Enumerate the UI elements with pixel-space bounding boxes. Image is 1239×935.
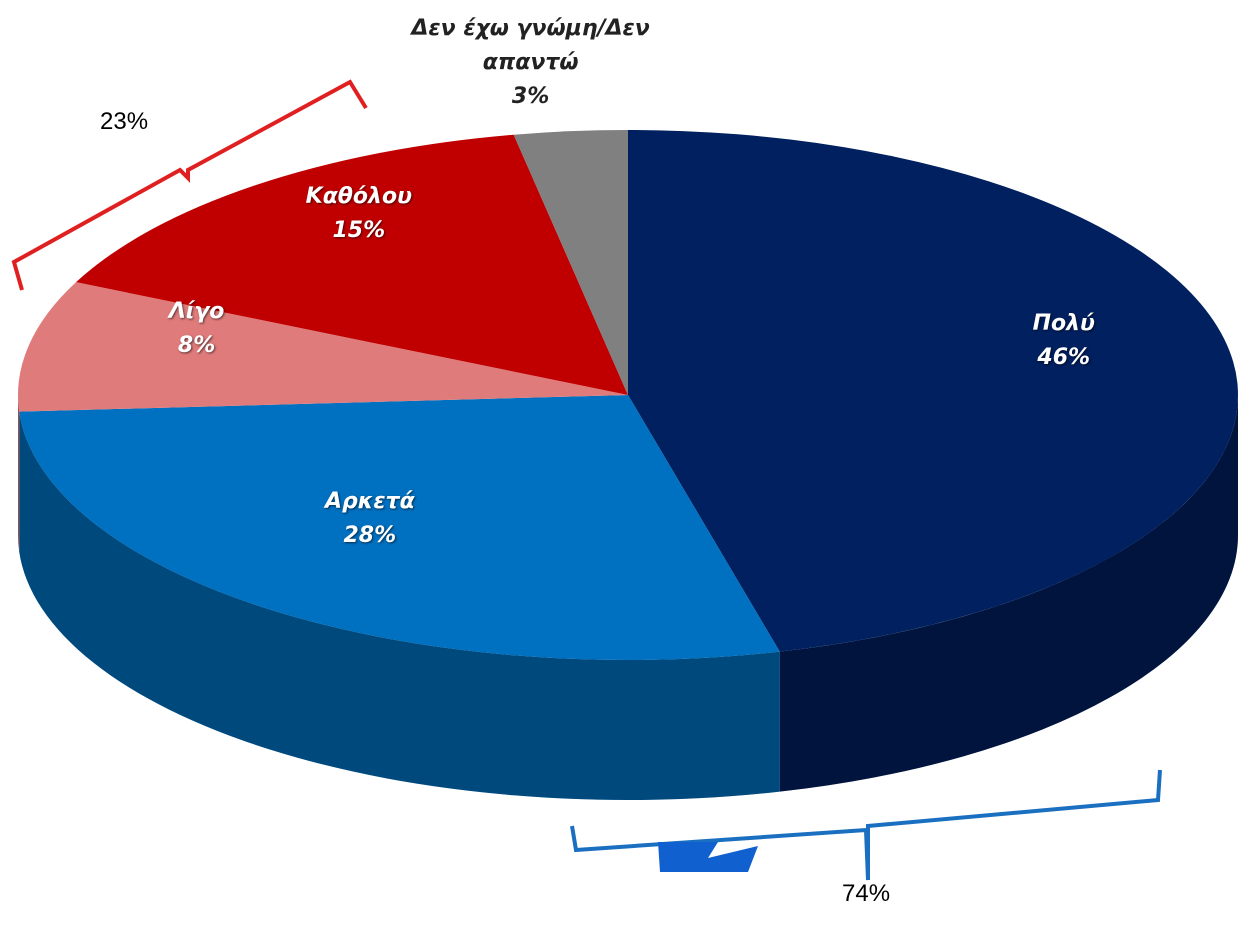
slice [76, 134, 629, 395]
category-label: Λίγο [168, 299, 225, 325]
data-label: Δεν έχω γνώμη/Δεν απαντώ 3% [381, 12, 681, 114]
value-label: 8% [177, 333, 216, 359]
slice [19, 395, 780, 660]
logo [658, 842, 758, 872]
value-label: 15% [332, 218, 386, 244]
slice-side-shade [19, 411, 780, 800]
value-label: 46% [1037, 345, 1091, 371]
data-label: Καθόλου 15% [306, 180, 412, 248]
category-label: Δεν έχω γνώμη/Δεν απαντώ [411, 16, 650, 76]
pie-tops [17, 130, 1239, 660]
data-label: Πολύ 46% [1033, 307, 1095, 375]
slice [513, 130, 628, 395]
slice-side [779, 395, 1238, 792]
category-label: Πολύ [1032, 311, 1095, 337]
blue-bracket [570, 769, 1162, 881]
slice-side [19, 411, 780, 800]
slice [628, 130, 1239, 652]
data-label: Αρκετά 28% [325, 485, 415, 553]
value-label: 28% [343, 523, 397, 549]
slice [17, 282, 628, 412]
category-label: Αρκετά [324, 489, 415, 515]
red-bracket [11, 79, 368, 291]
value-label: 3% [511, 84, 550, 110]
data-label: Λίγο 8% [169, 295, 225, 363]
annotation: 23% [100, 108, 149, 135]
pie-sides [18, 395, 1238, 800]
slice-side-shade [18, 395, 20, 552]
category-label: Καθόλου [305, 184, 412, 210]
slice-side [18, 395, 20, 552]
slice-side-shade [779, 395, 1238, 792]
annotation: 74% [842, 880, 891, 907]
